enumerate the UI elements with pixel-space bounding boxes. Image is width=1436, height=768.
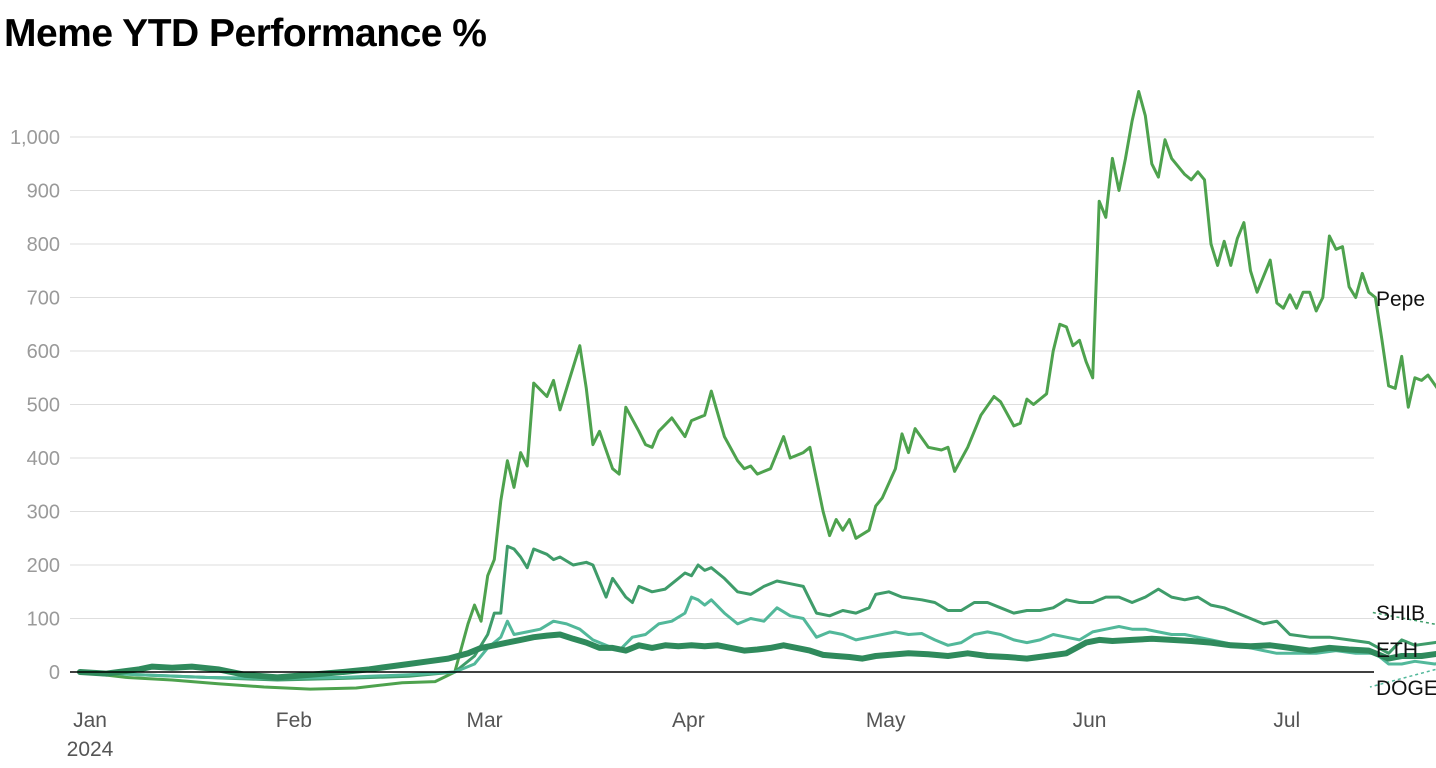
- series-label-shib: SHIB: [1376, 602, 1425, 625]
- y-tick-label: 0: [49, 662, 60, 684]
- series-labels: Pepe SHIB DOGE ETH: [1369, 288, 1436, 700]
- y-tick-label: 1,000: [10, 127, 60, 149]
- series-lines: [77, 90, 1436, 691]
- x-tick-label: Jun: [1073, 709, 1107, 732]
- y-tick-label: 700: [27, 288, 60, 310]
- y-axis-ticks: 0 100 200 300 400 500 600 700 800 900 1,000: [10, 127, 60, 684]
- y-tick-label: 600: [27, 341, 60, 363]
- x-year-label: 2024: [67, 738, 114, 761]
- series-label-eth: ETH: [1376, 639, 1418, 662]
- series-line-pepe: [78, 90, 1436, 691]
- y-tick-label: 900: [27, 181, 60, 203]
- label-leader-doge: [1369, 668, 1436, 688]
- chart-title: Meme YTD Performance %: [4, 12, 487, 55]
- series-line-doge: [78, 595, 1436, 680]
- x-tick-label: Mar: [466, 709, 502, 732]
- gridlines: [70, 136, 1374, 619]
- x-axis-ticks: Jan 2024 Feb Mar Apr May Jun Jul: [67, 709, 1301, 761]
- y-tick-label: 400: [27, 448, 60, 470]
- x-tick-label: May: [866, 709, 906, 732]
- series-line-eth: [77, 631, 1436, 681]
- y-tick-label: 100: [27, 609, 60, 631]
- x-tick-label: Jul: [1273, 709, 1300, 732]
- series-label-pepe: Pepe: [1376, 288, 1425, 311]
- y-tick-label: 300: [27, 502, 60, 524]
- y-tick-label: 200: [27, 555, 60, 577]
- y-tick-label: 800: [27, 234, 60, 256]
- series-line-shib: [78, 544, 1436, 682]
- x-tick-label: Jan: [73, 709, 107, 732]
- x-tick-label: Feb: [276, 709, 312, 732]
- x-tick-label: Apr: [672, 709, 705, 732]
- y-tick-label: 500: [27, 395, 60, 417]
- series-label-doge: DOGE: [1376, 677, 1436, 700]
